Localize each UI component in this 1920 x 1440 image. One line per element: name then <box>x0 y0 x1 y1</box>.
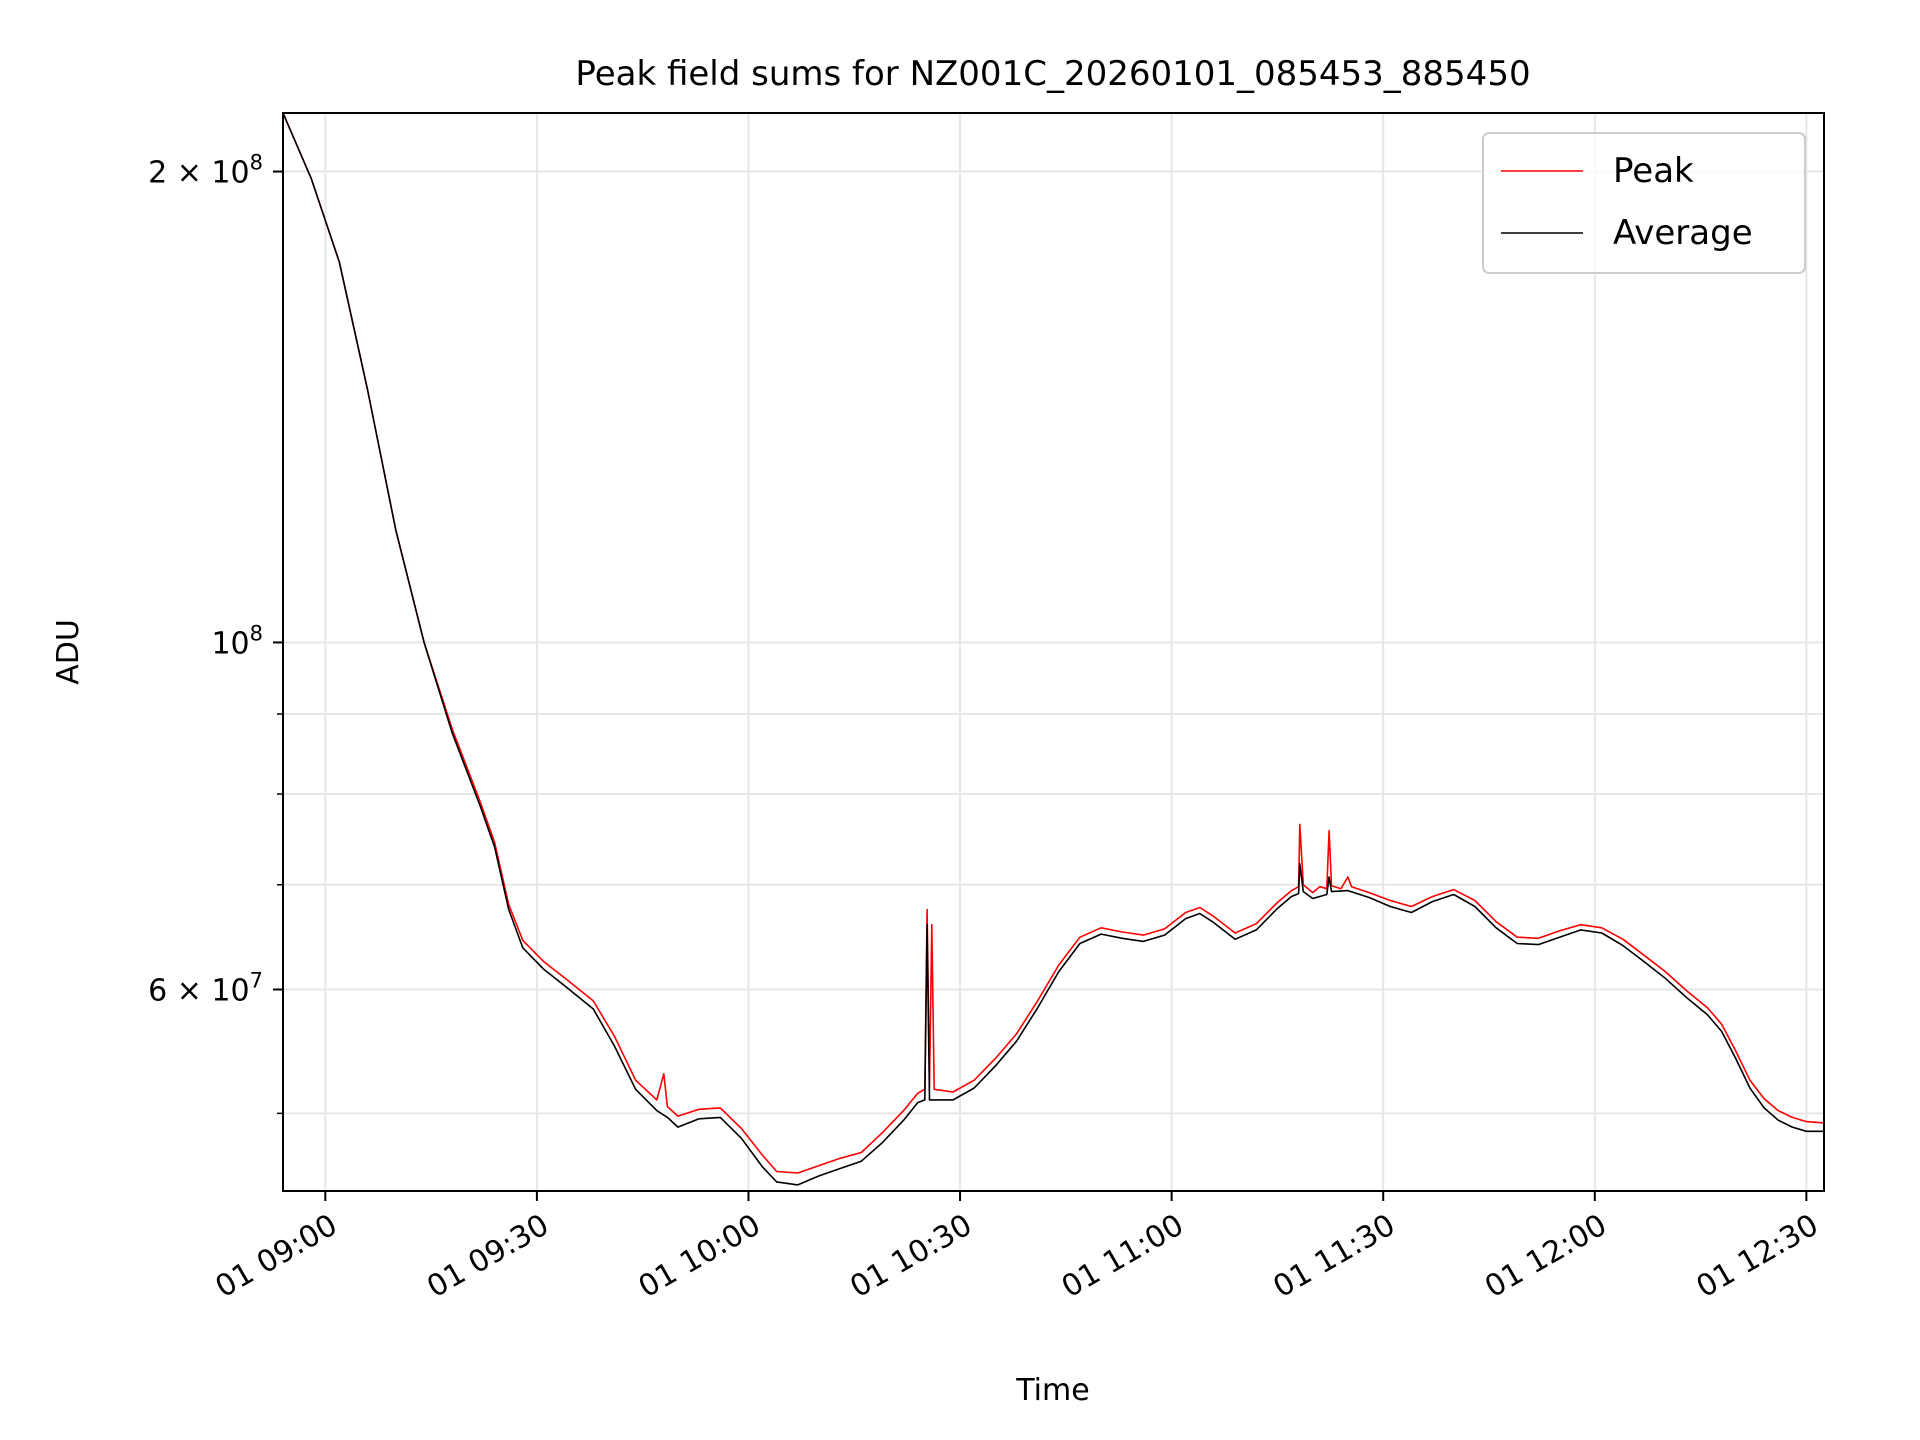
plot-frame <box>282 112 1825 1192</box>
legend-label-peak: Peak <box>1613 151 1694 191</box>
legend-box <box>1482 132 1806 274</box>
y-axis-label: ADU <box>51 619 86 685</box>
y-tick-label: 2 × 108 <box>148 151 263 191</box>
chart-title: Peak field sums for NZ001C_20260101_0854… <box>575 54 1530 94</box>
y-tick-label: 6 × 107 <box>148 968 263 1008</box>
legend-label-average: Average <box>1613 213 1753 253</box>
grid <box>283 113 1824 1191</box>
series-line-peak <box>283 113 1824 1174</box>
series-line-average <box>283 113 1824 1186</box>
x-axis-label: Time <box>1015 1373 1089 1408</box>
y-tick-label: 108 <box>211 621 263 661</box>
legend: Peak Average <box>1482 132 1806 274</box>
series-layer <box>283 113 1824 1186</box>
